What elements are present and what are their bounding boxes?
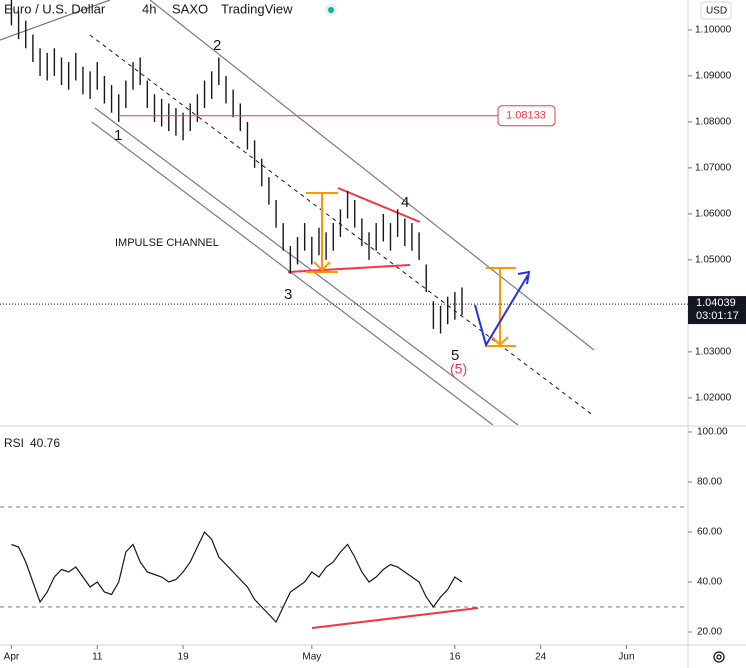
countdown: 03:01:17 (696, 310, 739, 322)
y-tick-label: 1.09000 (695, 71, 732, 82)
y-tick-label: 100.00 (697, 427, 728, 438)
x-tick-label: 11 (92, 652, 103, 663)
rsi-divergence (311, 607, 479, 629)
market-status-dot (328, 7, 334, 13)
last-price-label: 1.04039 (696, 297, 736, 309)
y-tick-label: 1.03000 (695, 347, 732, 358)
level-label: 1.08133 (506, 110, 546, 122)
x-tick-label: May (302, 652, 321, 663)
x-tick-label: 24 (535, 652, 547, 663)
settings-gear-center[interactable] (716, 654, 722, 660)
wave-label: 4 (401, 194, 409, 211)
wave-label: 5 (451, 347, 459, 364)
rsi-line (11, 530, 463, 624)
triangle-height (306, 192, 338, 273)
interval: 4h (142, 1, 156, 16)
currency[interactable]: USD (706, 6, 727, 17)
wave-label: 2 (213, 37, 221, 54)
level-box (497, 105, 556, 127)
drawings (0, 0, 595, 629)
x-tick-label: Jun (618, 652, 634, 663)
wave-label: (5) (450, 361, 467, 377)
wave-label: 1 (114, 127, 122, 144)
y-tick-label: 20.00 (697, 627, 722, 638)
y-tick-label: 1.08000 (695, 117, 732, 128)
platform: TradingView (221, 1, 293, 16)
indicator-title: RSI (4, 436, 24, 450)
projection-arrow (474, 270, 531, 348)
settings-gear[interactable] (713, 651, 725, 663)
y-tick-label: 1.06000 (695, 209, 732, 220)
y-tick-label: 1.10000 (695, 25, 732, 36)
y-tick-label: 60.00 (697, 527, 722, 538)
channel-upper (149, 0, 595, 351)
channel-label: IMPULSE CHANNEL (115, 237, 219, 249)
y-tick-label: 1.05000 (695, 255, 732, 266)
wave-label: 3 (284, 286, 292, 303)
y-tick-label: 40.00 (697, 577, 722, 588)
channel-lower (91, 121, 494, 426)
channel-middle (89, 34, 595, 417)
source: SAXO (172, 1, 208, 16)
triangle-bottom (287, 264, 411, 273)
target-projection (486, 267, 516, 347)
symbol-title: Euro / U.S. Dollar (4, 1, 106, 16)
y-tick-label: 80.00 (697, 477, 722, 488)
channel-lower (94, 107, 519, 426)
last-price-box (688, 296, 746, 325)
y-tick-label: 1.02000 (695, 393, 732, 404)
y-tick-label: 1.07000 (695, 163, 732, 174)
x-tick-label: Apr (4, 652, 20, 663)
indicator-value: 40.76 (30, 436, 60, 450)
x-tick-label: 19 (178, 652, 190, 663)
currency-button[interactable] (700, 1, 732, 20)
triangle-top (337, 187, 421, 223)
x-tick-label: 16 (449, 652, 461, 663)
settings-icon[interactable] (713, 651, 725, 663)
